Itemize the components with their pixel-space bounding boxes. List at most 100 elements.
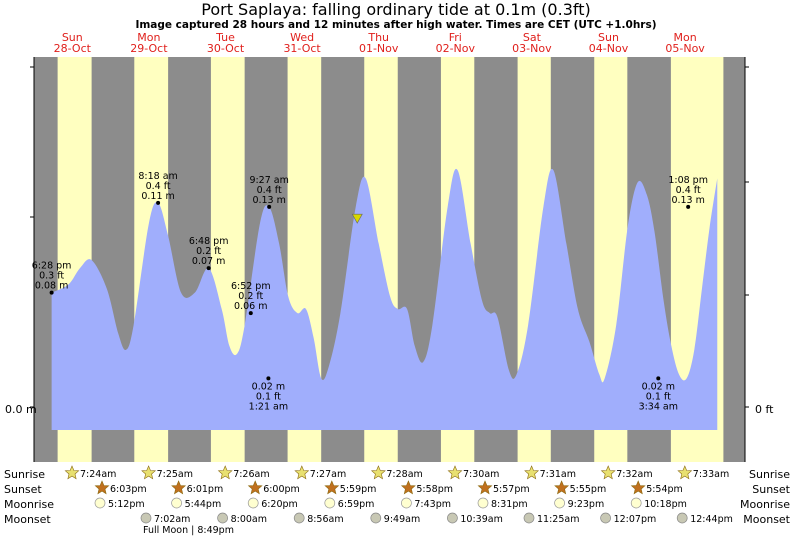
sunrise-icon — [141, 465, 157, 480]
moonrise-time: 10:18pm — [644, 499, 687, 510]
moonset-row-label-right: Moonset — [743, 513, 790, 526]
current-tide-marker — [351, 213, 363, 224]
moonset-icon — [140, 512, 152, 524]
left-axis-label: 0.0 m — [5, 403, 37, 416]
sun-moon-rows: Sunrise Sunset Moonrise Moonset Sunrise … — [4, 465, 791, 536]
moonset-row-label-left: Moonset — [4, 513, 51, 526]
sunset-time: 5:58pm — [416, 484, 453, 495]
moonrise-time: 7:43pm — [414, 499, 451, 510]
sunrise-time: 7:27am — [310, 469, 346, 480]
day-weekday: Wed — [290, 31, 314, 44]
day-weekday: Thu — [367, 31, 389, 44]
sunset-time: 5:54pm — [646, 484, 683, 495]
tide-extreme-label: 8:18 am — [138, 171, 177, 182]
tide-area — [51, 168, 718, 430]
sunrise-time: 7:33am — [693, 469, 729, 480]
moonset-icon — [676, 512, 688, 524]
sunset-icon — [94, 480, 110, 495]
sunrise-time: 7:25am — [157, 469, 193, 480]
moonrise-icon — [554, 497, 565, 509]
moonrise-time: 5:44pm — [185, 499, 222, 510]
moonset-time: 8:56am — [307, 514, 343, 525]
sunrise-time: 7:24am — [80, 469, 116, 480]
sunrise-icon — [217, 465, 233, 480]
day-header: Sun28-OctMon29-OctTue30-OctWed31-OctThu0… — [54, 31, 706, 55]
sunrise-row-label-left: Sunrise — [4, 468, 45, 481]
day-date: 28-Oct — [54, 42, 92, 55]
moonset-time: 12:07pm — [614, 514, 657, 525]
sunset-time: 5:55pm — [570, 484, 607, 495]
moonset-time: 9:49am — [384, 514, 420, 525]
moonrise-time: 6:20pm — [261, 499, 298, 510]
tide-extreme-label: 0.2 ft — [196, 246, 221, 257]
moonrise-icon — [324, 497, 336, 509]
moonrise-icon — [247, 497, 259, 509]
sunrise-row-label-right: Sunrise — [749, 468, 790, 481]
tide-extreme-dot — [49, 290, 54, 295]
sunset-time: 6:03pm — [110, 484, 147, 495]
moonset-icon — [523, 512, 535, 524]
sunrise-time: 7:26am — [233, 469, 269, 480]
moonrise-icon — [171, 497, 182, 509]
moonrise-row-label-left: Moonrise — [4, 498, 54, 511]
event-items: 7:24am 7:25am 7:26am 7:27am 7:28am 7:30am 7:31… — [64, 465, 733, 525]
day-weekday: Fri — [449, 31, 462, 44]
tide-extreme-dot — [656, 376, 661, 381]
moonset-icon — [293, 512, 305, 524]
sunrise-icon — [370, 465, 386, 480]
chart-title: Port Saplaya: falling ordinary tide at 0… — [201, 0, 590, 19]
sunrise-icon — [600, 465, 616, 480]
moonset-time: 12:44pm — [690, 514, 733, 525]
moonset-icon — [370, 512, 382, 524]
moonrise-row-label-right: Moonrise — [740, 498, 790, 511]
moonset-icon — [600, 512, 611, 524]
tide-extreme-label: 0.1 ft — [256, 391, 281, 402]
tide-annotations: 6:28 pm0.3 ft0.08 m8:18 am0.4 ft0.11 m6:… — [32, 171, 708, 413]
tide-extreme-dot — [248, 311, 253, 316]
day-date: 30-Oct — [207, 42, 245, 55]
chart-subtitle: Image captured 28 hours and 12 minutes a… — [135, 19, 656, 31]
tide-extreme-label: 6:52 pm — [231, 281, 271, 292]
sunset-icon — [247, 480, 263, 495]
sunrise-icon — [447, 465, 463, 480]
sunrise-icon — [524, 465, 540, 480]
sunset-icon — [171, 480, 187, 495]
day-weekday: Mon — [137, 31, 160, 44]
tide-extreme-label: 0.4 ft — [676, 185, 701, 196]
sunset-icon — [400, 480, 416, 495]
sunset-row-label-right: Sunset — [752, 483, 790, 496]
tide-extreme-dot — [267, 204, 272, 209]
sunrise-time: 7:30am — [463, 469, 499, 480]
tide-extreme-label: 0.11 m — [141, 191, 174, 202]
moonrise-time: 8:31pm — [491, 499, 528, 510]
moonrise-time: 9:23pm — [568, 499, 605, 510]
tide-extreme-dot — [206, 266, 211, 271]
sunset-icon — [554, 480, 570, 495]
tide-extreme-label: 6:28 pm — [32, 261, 72, 272]
tide-extreme-label: 0.02 m — [252, 381, 285, 392]
tide-extreme-label: 0.4 ft — [257, 185, 282, 196]
sunset-row-label-left: Sunset — [4, 483, 42, 496]
sunset-icon — [630, 480, 646, 495]
day-date: 04-Nov — [589, 42, 629, 55]
moonrise-time: 6:59pm — [338, 499, 375, 510]
moon-phase-label: Full Moon | 8:49pm — [143, 525, 234, 536]
day-weekday: Sun — [62, 31, 83, 44]
plot-area: 6:28 pm0.3 ft0.08 m8:18 am0.4 ft0.11 m6:… — [32, 57, 745, 462]
moonrise-icon — [94, 497, 106, 509]
day-weekday: Mon — [673, 31, 696, 44]
tide-extreme-label: 0.4 ft — [146, 181, 171, 192]
day-date: 02-Nov — [436, 42, 476, 55]
day-date: 01-Nov — [359, 42, 399, 55]
day-date: 29-Oct — [130, 42, 168, 55]
sunset-icon — [324, 480, 340, 495]
tide-extreme-label: 0.02 m — [642, 381, 675, 392]
moonset-time: 11:25am — [537, 514, 579, 525]
sunrise-icon — [294, 465, 310, 480]
moonrise-time: 5:12pm — [108, 499, 145, 510]
sunrise-icon — [677, 465, 693, 480]
sunrise-time: 7:28am — [386, 469, 422, 480]
moonrise-icon — [401, 497, 412, 509]
sunset-time: 6:01pm — [187, 484, 224, 495]
